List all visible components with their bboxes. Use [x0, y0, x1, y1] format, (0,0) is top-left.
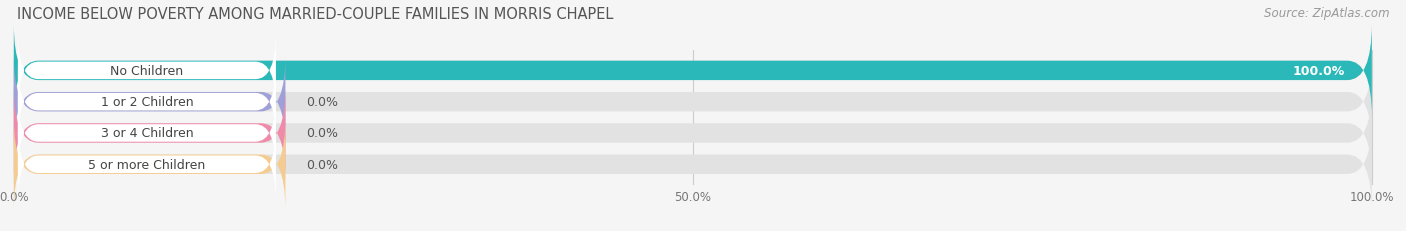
FancyBboxPatch shape — [14, 87, 1372, 180]
Text: 5 or more Children: 5 or more Children — [89, 158, 205, 171]
Text: Source: ZipAtlas.com: Source: ZipAtlas.com — [1264, 7, 1389, 20]
FancyBboxPatch shape — [14, 56, 285, 149]
FancyBboxPatch shape — [18, 127, 276, 203]
Text: No Children: No Children — [110, 65, 183, 78]
FancyBboxPatch shape — [14, 25, 1372, 118]
Text: 0.0%: 0.0% — [305, 158, 337, 171]
Text: 100.0%: 100.0% — [1292, 65, 1344, 78]
FancyBboxPatch shape — [14, 87, 285, 180]
Text: 3 or 4 Children: 3 or 4 Children — [101, 127, 193, 140]
Text: 1 or 2 Children: 1 or 2 Children — [101, 96, 193, 109]
Text: 0.0%: 0.0% — [305, 127, 337, 140]
Text: INCOME BELOW POVERTY AMONG MARRIED-COUPLE FAMILIES IN MORRIS CHAPEL: INCOME BELOW POVERTY AMONG MARRIED-COUPL… — [17, 7, 613, 22]
FancyBboxPatch shape — [14, 25, 1372, 118]
FancyBboxPatch shape — [18, 95, 276, 171]
FancyBboxPatch shape — [14, 118, 1372, 211]
FancyBboxPatch shape — [18, 33, 276, 109]
Text: 0.0%: 0.0% — [305, 96, 337, 109]
FancyBboxPatch shape — [18, 64, 276, 140]
FancyBboxPatch shape — [14, 56, 1372, 149]
FancyBboxPatch shape — [14, 118, 285, 211]
